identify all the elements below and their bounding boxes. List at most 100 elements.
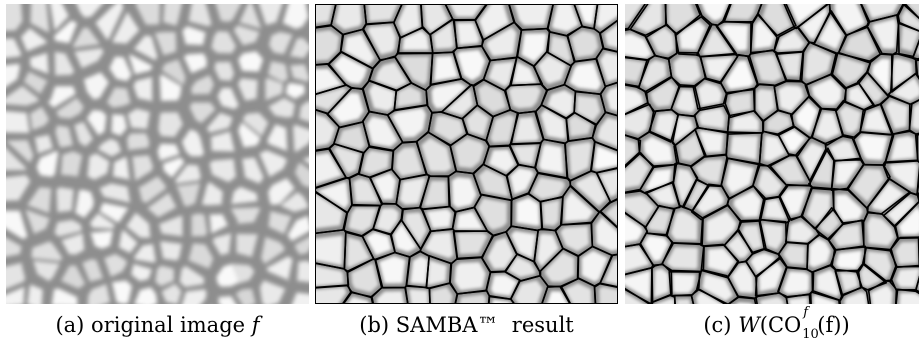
texture-blob <box>6 63 20 87</box>
cell-interior <box>851 168 885 203</box>
cell-outline <box>650 263 673 304</box>
cell-outline <box>625 134 642 167</box>
cell-interior <box>569 62 602 91</box>
cell-interior <box>865 4 899 19</box>
cell-interior <box>844 291 868 304</box>
cell-interior <box>781 188 808 216</box>
texture-blob <box>99 202 129 223</box>
cell-interior <box>857 134 889 161</box>
texture-blob <box>74 48 104 69</box>
cell-interior <box>695 291 723 304</box>
cell-interior <box>812 294 837 304</box>
texture-blob <box>188 243 214 269</box>
cell-interior <box>316 235 343 266</box>
cell-interior <box>604 259 617 285</box>
cell-interior <box>421 137 452 172</box>
cell-interior <box>374 62 408 89</box>
texture-blob <box>6 140 34 163</box>
cell-interior <box>741 224 763 250</box>
texture-blob <box>127 133 150 151</box>
panel-c-watershed-result <box>625 4 919 304</box>
cell-interior <box>335 5 362 30</box>
texture-blob <box>6 210 28 240</box>
cell-interior <box>898 206 919 235</box>
cell-interior <box>477 198 508 230</box>
texture-blob <box>6 237 22 257</box>
cell-interior <box>811 78 842 106</box>
cell-outline <box>690 153 728 188</box>
cell-interior <box>513 116 540 142</box>
cell-interior <box>596 117 617 147</box>
cell-interior <box>492 299 511 303</box>
texture-blob <box>6 4 23 31</box>
texture-blob <box>126 212 151 238</box>
texture-blob <box>136 4 160 25</box>
cell-interior <box>397 5 421 35</box>
cell-interior <box>316 68 343 93</box>
cell-interior <box>762 223 784 250</box>
cell-interior <box>756 88 775 117</box>
cell-interior <box>362 150 390 175</box>
texture-blob <box>299 100 309 122</box>
cell-interior <box>649 27 675 55</box>
cell-interior <box>789 220 815 243</box>
cell-interior <box>655 298 675 304</box>
cell-interior <box>908 4 919 16</box>
cell-interior <box>568 141 592 176</box>
cell-interior <box>675 168 695 202</box>
texture-blob <box>106 87 131 108</box>
texture-blob <box>138 176 167 203</box>
cell-interior <box>316 29 340 61</box>
cell-interior <box>378 255 406 284</box>
cell-interior <box>509 167 535 195</box>
cell-interior <box>559 225 590 252</box>
cell-interior <box>433 55 459 82</box>
caption-a: (a) original image f <box>6 313 309 337</box>
texture-blob <box>209 214 228 234</box>
cell-interior <box>316 181 349 209</box>
texture-blob <box>109 56 132 82</box>
cell-interior <box>698 130 724 153</box>
texture-blob <box>51 288 78 304</box>
cell-outline <box>644 76 681 113</box>
texture-blob <box>155 265 174 287</box>
cell-interior <box>433 115 465 142</box>
texture-blob <box>293 124 309 153</box>
texture-blob <box>134 287 158 304</box>
cell-outline <box>692 77 728 110</box>
cell-outline <box>897 22 919 58</box>
cell-interior <box>430 286 453 303</box>
cell-interior <box>395 147 423 177</box>
texture-blob <box>30 106 50 131</box>
texture-blob <box>302 156 309 164</box>
cell-interior <box>814 112 841 140</box>
cell-interior <box>892 58 913 89</box>
texture-blob <box>111 114 127 136</box>
cell-interior <box>720 24 749 51</box>
cell-interior <box>673 116 694 142</box>
caption-c-CO: CO <box>767 313 802 337</box>
cell-interior <box>456 211 484 230</box>
cell-interior <box>367 5 398 22</box>
cell-outline <box>726 184 767 222</box>
texture-blob <box>261 236 285 264</box>
cell-interior <box>576 95 601 122</box>
cell-interior <box>666 246 699 270</box>
texture-blob <box>297 260 309 283</box>
cell-interior <box>679 20 707 50</box>
texture-blob <box>259 280 286 304</box>
cell-interior <box>514 5 550 26</box>
cell-outline <box>593 282 617 303</box>
cell-interior <box>695 187 725 214</box>
texture-blob <box>268 61 288 83</box>
cell-interior <box>731 263 754 294</box>
cell-outline <box>839 286 870 304</box>
texture-blob <box>189 102 216 124</box>
cell-interior <box>402 30 430 51</box>
texture-blob <box>104 253 128 277</box>
cell-interior <box>687 181 708 207</box>
texture-blob <box>134 244 156 263</box>
cell-interior <box>763 198 787 220</box>
texture-blob <box>267 124 288 151</box>
cell-outline <box>625 84 649 115</box>
